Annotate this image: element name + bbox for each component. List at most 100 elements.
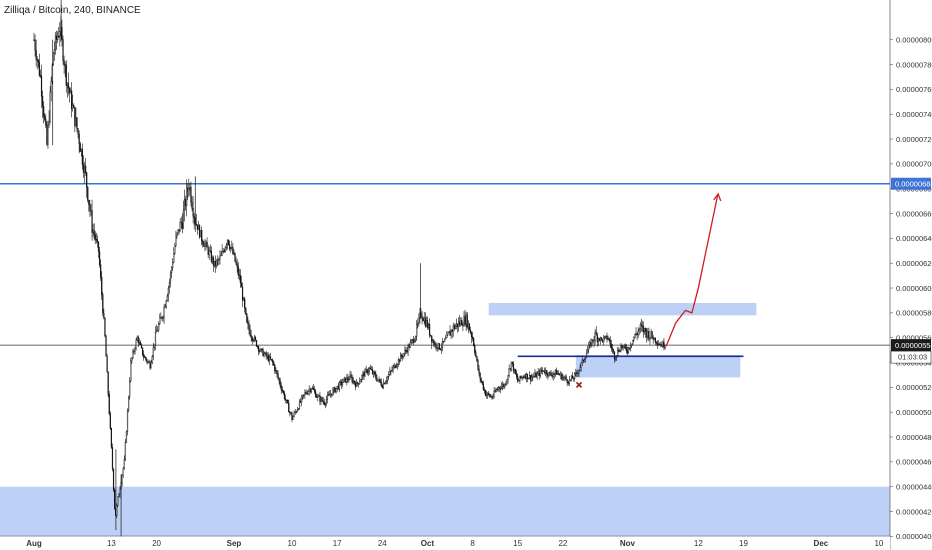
candle-body <box>601 337 603 340</box>
candle-body <box>556 372 559 375</box>
candle-body <box>422 318 424 322</box>
candle-body <box>117 496 119 506</box>
candle-body <box>456 323 459 328</box>
candle-body <box>650 331 652 338</box>
candle-body <box>484 390 487 397</box>
candle-body <box>647 330 649 338</box>
candle-body <box>518 380 520 382</box>
candle-body <box>545 370 547 374</box>
candle-body <box>568 379 570 384</box>
candle-body <box>440 347 443 351</box>
candle-body <box>386 379 388 383</box>
resistance-price-label: 0.00000684 <box>895 180 932 189</box>
candle-body <box>574 373 576 379</box>
candle-body <box>301 396 303 403</box>
candle-body <box>49 91 51 122</box>
candle-body <box>445 337 447 340</box>
candle-body <box>346 377 348 383</box>
candle-body <box>349 374 351 380</box>
candle-body <box>36 59 38 61</box>
candle-body <box>53 49 56 54</box>
candle-body <box>603 337 605 342</box>
candle-body <box>290 412 292 414</box>
candle-body <box>532 376 534 378</box>
candle-body <box>424 317 426 327</box>
candle-body <box>116 505 118 516</box>
candle-body <box>118 494 120 497</box>
candle-body <box>465 314 467 325</box>
candle-body <box>567 382 569 384</box>
candle-body <box>309 389 311 392</box>
candle-body <box>558 372 560 375</box>
candle-body <box>293 412 295 417</box>
time-tick-label: 19 <box>739 539 748 548</box>
candle-body <box>343 378 345 383</box>
candle-body <box>264 352 266 354</box>
candle-body <box>288 402 290 413</box>
candle-body <box>231 247 233 249</box>
candle-body <box>436 347 438 349</box>
time-tick-label: Dec <box>814 539 829 548</box>
candle-body <box>340 381 343 385</box>
candle-body <box>87 186 89 201</box>
candle-body <box>212 257 215 266</box>
candle-body <box>388 374 390 377</box>
candle-body <box>402 356 404 358</box>
candle-body <box>297 408 300 410</box>
candle-body <box>530 375 532 381</box>
candle-body <box>635 333 637 335</box>
candle-body <box>522 376 524 379</box>
candle-body <box>105 335 107 357</box>
candle-body <box>188 188 190 191</box>
last-price-tag <box>891 339 931 352</box>
candle-body <box>318 395 320 397</box>
candle-body <box>168 282 171 289</box>
candle-body <box>158 323 160 331</box>
candle-body <box>186 187 188 207</box>
candle-body <box>630 345 632 349</box>
projection-arrow-head <box>713 192 722 202</box>
candle-body <box>645 328 647 332</box>
candle-body <box>625 347 627 352</box>
candle-body <box>432 340 434 343</box>
candle-body <box>34 39 36 51</box>
candle-body <box>395 366 397 368</box>
candle-body <box>282 390 285 394</box>
candle-body <box>205 241 207 245</box>
candle-body <box>416 324 418 337</box>
candle-body <box>292 416 294 420</box>
candle-body <box>584 357 587 360</box>
candle-body <box>151 356 153 363</box>
candle-body <box>249 329 251 336</box>
candle-body <box>270 359 273 361</box>
candle-body <box>280 385 282 391</box>
candle-body <box>141 347 144 356</box>
candle-body <box>391 369 393 372</box>
candle-body <box>368 367 371 372</box>
candle-body <box>63 60 65 66</box>
candle-body <box>534 372 536 377</box>
candle-body <box>114 489 116 509</box>
candle-body <box>454 326 457 330</box>
candle-body <box>408 345 410 348</box>
candle-body <box>430 334 432 336</box>
candle-body <box>77 128 79 135</box>
candle-body <box>73 105 75 108</box>
candle-body <box>86 172 88 188</box>
candle-body <box>111 447 114 470</box>
candle-body <box>326 395 329 400</box>
candle-body <box>481 381 483 384</box>
candle-body <box>332 389 334 396</box>
candle-body <box>639 324 641 330</box>
candle-body <box>210 250 212 262</box>
candle-body <box>553 373 555 375</box>
candle-body <box>483 389 486 391</box>
candle-body <box>287 399 289 404</box>
candle-body <box>507 375 509 380</box>
candle-body <box>208 250 210 255</box>
candle-body <box>380 381 382 386</box>
candle-body <box>492 396 494 399</box>
candle-body <box>646 331 648 338</box>
candle-body <box>491 396 493 399</box>
